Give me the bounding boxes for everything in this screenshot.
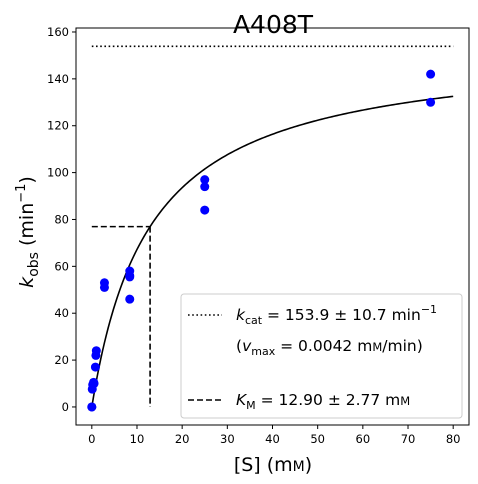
legend-km-label: KM = 12.90 ± 2.77 mM bbox=[236, 391, 410, 412]
data-point bbox=[200, 205, 210, 215]
y-tick-label: 80 bbox=[54, 212, 69, 226]
y-tick-label: 40 bbox=[54, 306, 69, 320]
y-tick-label: 0 bbox=[62, 400, 69, 414]
data-point bbox=[426, 97, 436, 107]
data-point bbox=[125, 294, 135, 304]
data-point bbox=[87, 402, 97, 412]
y-tick-label: 160 bbox=[47, 25, 69, 39]
x-tick-label: 40 bbox=[265, 432, 280, 446]
data-point bbox=[125, 272, 135, 282]
chart-title: A408T bbox=[233, 10, 314, 39]
y-tick-label: 140 bbox=[47, 72, 69, 86]
y-tick-label: 100 bbox=[47, 166, 69, 180]
x-tick-label: 70 bbox=[401, 432, 416, 446]
x-tick-label: 20 bbox=[175, 432, 190, 446]
x-tick-label: 60 bbox=[356, 432, 371, 446]
x-axis-title: [S] (mM) bbox=[234, 454, 312, 476]
x-axis: 0 10 20 30 40 50 60 70 80 bbox=[88, 425, 461, 446]
data-point bbox=[89, 379, 99, 389]
legend-kcat-label: kcat = 153.9 ± 10.7 min−1 bbox=[236, 303, 437, 327]
x-tick-label: 30 bbox=[220, 432, 235, 446]
fit-curve bbox=[91, 95, 454, 408]
legend-vmax-label: (vmax = 0.0042 mM/min) bbox=[236, 337, 423, 358]
y-tick-label: 120 bbox=[47, 119, 69, 133]
data-point bbox=[90, 362, 100, 372]
legend-frame bbox=[180, 293, 463, 419]
y-tick-label: 60 bbox=[54, 259, 69, 273]
data-point bbox=[91, 346, 101, 356]
x-tick-label: 50 bbox=[310, 432, 325, 446]
data-point bbox=[426, 69, 436, 79]
x-tick-label: 80 bbox=[446, 432, 461, 446]
data-point bbox=[99, 282, 109, 292]
y-axis-title: kobs (min−1) bbox=[14, 176, 42, 288]
lines-layer bbox=[91, 45, 454, 408]
legend: kcat = 153.9 ± 10.7 min−1 (vmax = 0.0042… bbox=[180, 293, 463, 419]
data-point bbox=[200, 175, 210, 185]
x-tick-label: 0 bbox=[88, 432, 95, 446]
x-tick-label: 10 bbox=[130, 432, 145, 446]
points-layer bbox=[87, 69, 436, 412]
y-axis: 0 20 40 60 80 100 120 140 160 bbox=[47, 25, 76, 414]
data-point bbox=[200, 182, 210, 192]
y-tick-label: 20 bbox=[54, 353, 69, 367]
